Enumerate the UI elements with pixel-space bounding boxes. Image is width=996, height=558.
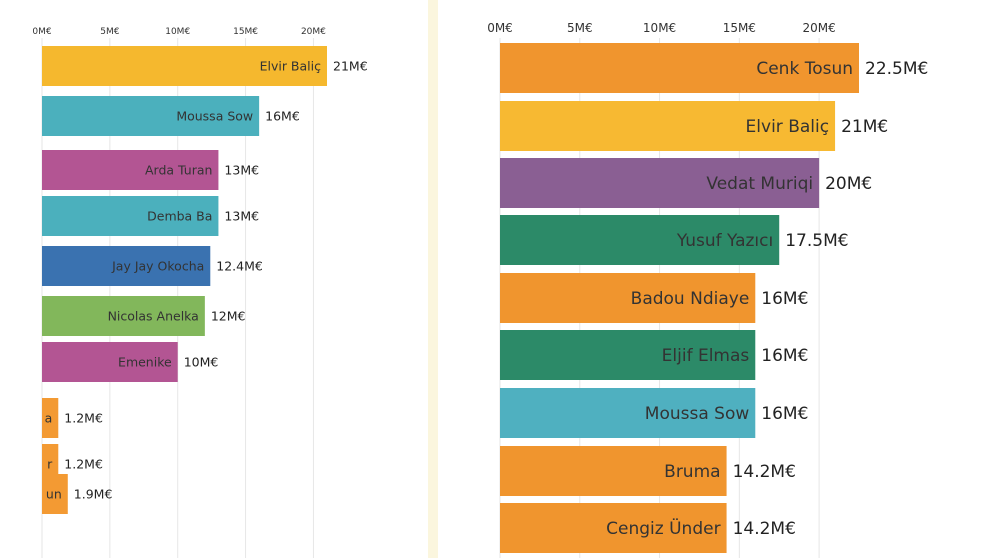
- bar-value-label: 1.2M€: [64, 411, 103, 426]
- bar: [42, 398, 59, 438]
- bar-value-label: 13M€: [224, 163, 259, 178]
- bar-name-label: un: [46, 487, 62, 502]
- bar: [500, 158, 820, 208]
- right-chart-panel: 0M€ 5M€ 10M€ 15M€ 20M€ Cenk Tosun 22.5M€ Elvir …: [438, 0, 996, 558]
- right-bar-chart: 0M€ 5M€ 10M€ 15M€ 20M€ Cenk Tosun 22.5M€ Elvir …: [487, 21, 928, 558]
- bar-name-label: Moussa Sow: [176, 109, 253, 124]
- bar: [500, 446, 727, 496]
- bar-name-label: a: [45, 411, 53, 426]
- left-chart-panel: 0M€ 5M€ 10M€ 15M€ 20M€ Elvir Baliç 21M€ Moussa …: [0, 0, 428, 558]
- x-tick-label: 15M€: [723, 21, 756, 35]
- bar: [42, 96, 260, 136]
- bar-value-label: 14.2M€: [733, 519, 796, 539]
- bar-name-label: Eljif Elmas: [662, 346, 750, 366]
- bar-name-label: r: [47, 457, 53, 472]
- bar-value-label: 21M€: [841, 117, 888, 137]
- bar: [42, 246, 211, 286]
- bar: [42, 46, 327, 86]
- bar-name-label: Moussa Sow: [645, 404, 750, 424]
- panel-divider: [428, 0, 438, 558]
- x-tick-label: 20M€: [802, 21, 835, 35]
- bar: [500, 388, 756, 438]
- x-tick-label: 20M€: [301, 27, 326, 37]
- bar-name-label: Elvir Baliç: [746, 117, 830, 137]
- bar-name-label: Nicolas Anelka: [108, 309, 199, 324]
- x-tick-label: 10M€: [165, 27, 190, 37]
- bar-name-label: Cengiz Ünder: [606, 517, 720, 539]
- x-tick-label: 5M€: [567, 21, 593, 35]
- bar: [500, 273, 756, 323]
- bar-name-label: Badou Ndiaye: [631, 289, 750, 309]
- x-tick-label: 10M€: [643, 21, 676, 35]
- bar-value-label: 12.4M€: [216, 259, 263, 274]
- bar-value-label: 16M€: [761, 404, 808, 424]
- bar-value-label: 16M€: [761, 346, 808, 366]
- bar-value-label: 16M€: [265, 109, 300, 124]
- x-tick-label: 15M€: [233, 27, 258, 37]
- left-bar-chart: 0M€ 5M€ 10M€ 15M€ 20M€ Elvir Baliç 21M€ Moussa …: [32, 27, 368, 558]
- bar: [500, 43, 859, 93]
- bar-value-label: 10M€: [184, 355, 219, 370]
- x-tick-label: 5M€: [100, 27, 119, 37]
- x-tick-label: 0M€: [32, 27, 51, 37]
- bar: [500, 215, 780, 265]
- bar-value-label: 14.2M€: [733, 462, 796, 482]
- bar-name-label: Yusuf Yazıcı: [676, 231, 773, 251]
- bar-name-label: Vedat Muriqi: [706, 174, 813, 194]
- bar: [500, 503, 727, 553]
- bar-value-label: 20M€: [825, 174, 872, 194]
- bar-value-label: 16M€: [761, 289, 808, 309]
- x-tick-label: 0M€: [487, 21, 513, 35]
- bar: [42, 296, 205, 336]
- bar-name-label: Bruma: [664, 462, 720, 482]
- bar-name-label: Elvir Baliç: [260, 59, 322, 74]
- bar-value-label: 1.2M€: [64, 457, 103, 472]
- bar-value-label: 22.5M€: [865, 59, 928, 79]
- bar: [42, 342, 178, 382]
- bar-value-label: 12M€: [211, 309, 246, 324]
- bar-name-label: Emenike: [118, 355, 172, 370]
- bar-value-label: 17.5M€: [785, 231, 848, 251]
- bar: [42, 150, 219, 190]
- bar: [42, 474, 68, 514]
- bar: [42, 196, 219, 236]
- bar-name-label: Arda Turan: [145, 163, 212, 178]
- bar: [500, 101, 836, 151]
- bar: [500, 330, 756, 380]
- bar-name-label: Demba Ba: [147, 209, 212, 224]
- bar-value-label: 13M€: [224, 209, 259, 224]
- bar-value-label: 1.9M€: [74, 487, 113, 502]
- bar-value-label: 21M€: [333, 59, 368, 74]
- bar-name-label: Cenk Tosun: [756, 59, 853, 79]
- bar-name-label: Jay Jay Okocha: [111, 259, 204, 274]
